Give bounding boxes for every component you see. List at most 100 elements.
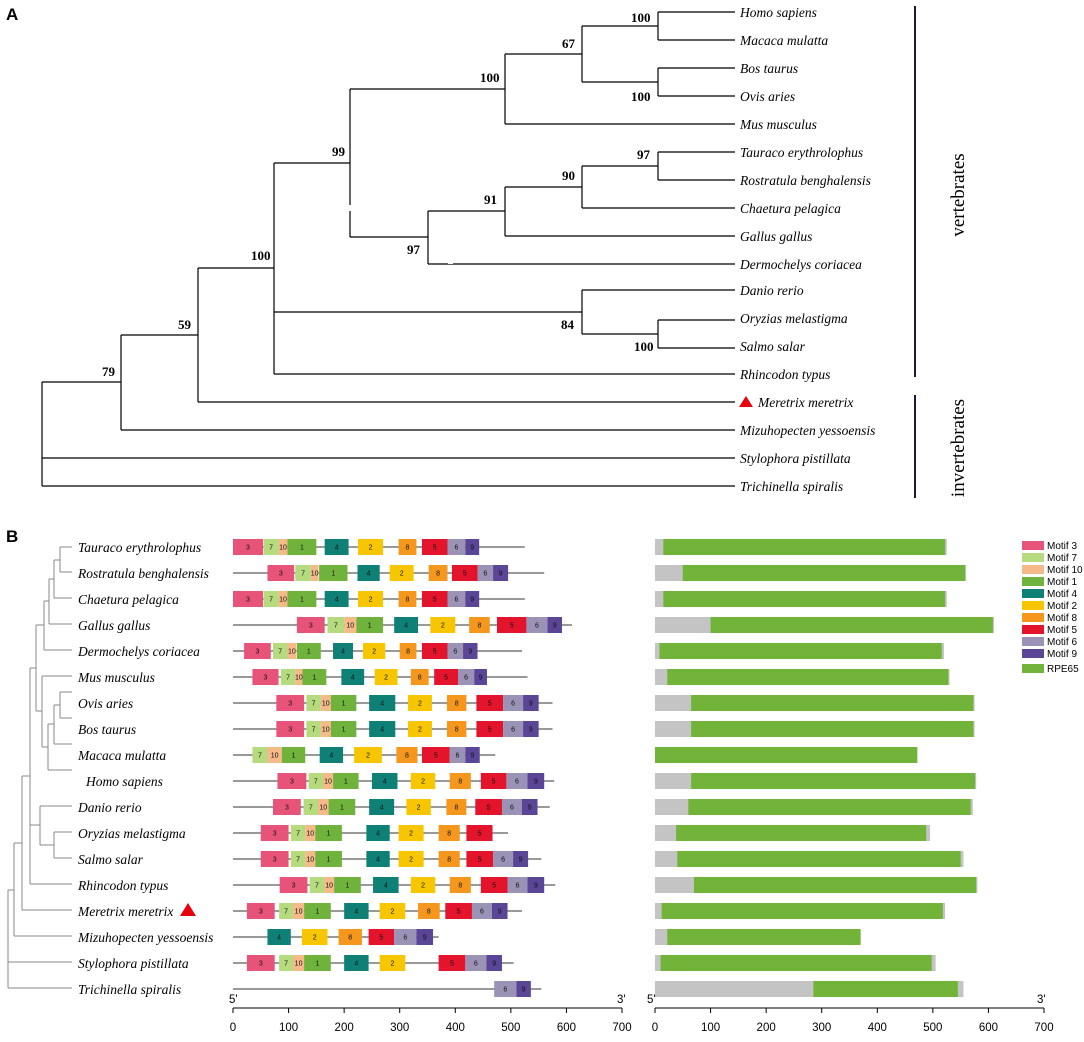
motif-4-box — [333, 643, 354, 659]
panel-b-taxon-label: Danio rerio — [77, 800, 142, 815]
tree-a-taxon-label: Homo sapiens — [739, 5, 817, 20]
motif-8-box — [438, 851, 460, 867]
motif-number-label: 7 — [284, 961, 288, 968]
motif-number-label: 4 — [367, 571, 371, 578]
motif-number-label: 5 — [510, 623, 514, 630]
motif-number-label: 6 — [501, 857, 505, 864]
motif-number-label: 7 — [309, 805, 313, 812]
motif-number-label: 10 — [279, 545, 287, 552]
motif-1-box — [356, 617, 384, 633]
bootstrap-value: 90 — [562, 168, 575, 183]
motif-7-box — [273, 643, 288, 659]
motif-number-label: 6 — [480, 909, 484, 916]
rpe65-domain-bar — [677, 851, 961, 867]
motif-number-label: 5 — [434, 753, 438, 760]
motif-number-label: 2 — [421, 883, 425, 890]
tree-a-taxon-label: Gallus gallus — [740, 229, 812, 244]
motif-2-box — [379, 903, 406, 919]
motif-7-box — [306, 695, 321, 711]
bootstrap-value: 84 — [561, 317, 575, 332]
motif-number-label: 10 — [306, 831, 314, 838]
panel-b-taxon-label: Bos taurus — [78, 722, 136, 737]
motif-9-box — [523, 721, 539, 737]
domain-axis-tick-label: 700 — [1034, 1022, 1053, 1034]
rpe65-domain-bar — [667, 929, 861, 945]
motif-7-box — [263, 591, 279, 607]
motif-number-label: 10 — [322, 701, 330, 708]
tree-a-taxon-label: Trichinella spiralis — [740, 479, 843, 494]
motif-number-label: 10 — [311, 571, 319, 578]
panel-b-taxon-label: Gallus gallus — [78, 618, 150, 633]
motif-4-box — [341, 669, 365, 685]
tree-a-taxon-label: Stylophora pistillata — [740, 451, 851, 466]
motif-6-box — [447, 539, 466, 555]
motif-5-box — [421, 747, 450, 763]
tree-a-taxon-label: Salmo salar — [740, 339, 806, 354]
motif-7-box — [279, 903, 294, 919]
legend-swatch — [1022, 601, 1044, 610]
motif-number-label: 4 — [376, 857, 380, 864]
motif-4-box — [369, 695, 396, 711]
motif-4-box — [394, 617, 419, 633]
motif-5-box — [466, 851, 494, 867]
motif-5-box — [421, 539, 448, 555]
motif-number-label: 1 — [346, 883, 350, 890]
motif-1-box — [281, 747, 306, 763]
motif-9-box — [416, 929, 434, 945]
motif-number-label: 4 — [380, 701, 384, 708]
bootstrap-value: 79 — [102, 364, 116, 379]
motif-number-label: 8 — [427, 909, 431, 916]
motif-4-box — [373, 877, 399, 893]
motif-10-box — [320, 721, 331, 737]
motif-number-label: 9 — [479, 675, 483, 682]
motif-number-label: 8 — [406, 649, 410, 656]
motif-4-box — [344, 903, 369, 919]
motif-10-box — [295, 669, 303, 685]
phylogenetic-tree-b — [7, 546, 72, 989]
legend-label: Motif 10 — [1047, 565, 1083, 576]
motif-1-box — [330, 721, 357, 737]
motif-9-box — [493, 565, 509, 581]
motif-number-label: 4 — [380, 727, 384, 734]
motif-number-label: 2 — [418, 701, 422, 708]
motif-number-label: 8 — [455, 727, 459, 734]
motif-number-label: 4 — [354, 961, 358, 968]
motif-number-label: 9 — [519, 857, 523, 864]
motif-number-label: 1 — [292, 753, 296, 760]
motif-number-label: 9 — [529, 727, 533, 734]
motif-number-label: 6 — [535, 623, 539, 630]
tree-a-taxon-label-highlight: Meretrix meretrix — [757, 395, 853, 410]
motif-number-label: 7 — [314, 779, 318, 786]
rpe65-domain-bar — [660, 955, 932, 971]
motif-axis-tick-label: 300 — [390, 1022, 409, 1034]
motif-number-label: 7 — [301, 571, 305, 578]
motif-number-label: 3 — [290, 779, 294, 786]
panel-b-taxon-label: Mus musculus — [77, 670, 155, 685]
motif-number-label: 9 — [522, 987, 526, 994]
motif-8-box — [418, 903, 440, 919]
motif-number-label: 8 — [436, 571, 440, 578]
motif-3-box — [233, 591, 264, 607]
legend-label: Motif 6 — [1047, 637, 1077, 648]
tree-gap-mark — [448, 258, 453, 264]
motif-number-label: 9 — [534, 883, 538, 890]
motif-10-box — [324, 877, 335, 893]
motif-5-box — [434, 669, 459, 685]
motif-number-label: 2 — [391, 909, 395, 916]
tree-a-taxon-label: Oryzias melastigma — [740, 311, 848, 326]
motif-number-label: 3 — [309, 623, 313, 630]
rpe65-domain-bar — [693, 877, 977, 893]
motif-2-box — [406, 799, 431, 815]
motif-8-box — [338, 929, 362, 945]
motif-7-box — [252, 747, 268, 763]
tree-a-taxon-label: Mizuhopecten yessoensis — [739, 423, 875, 438]
motif-2-box — [379, 955, 406, 971]
motif-9-box — [486, 955, 502, 971]
motif-4-box — [267, 929, 291, 945]
motif-1-box — [287, 591, 317, 607]
motif-number-label: 8 — [405, 753, 409, 760]
motif-6-box — [526, 617, 548, 633]
motif-number-label: 6 — [515, 779, 519, 786]
legend-label: Motif 9 — [1047, 649, 1077, 660]
